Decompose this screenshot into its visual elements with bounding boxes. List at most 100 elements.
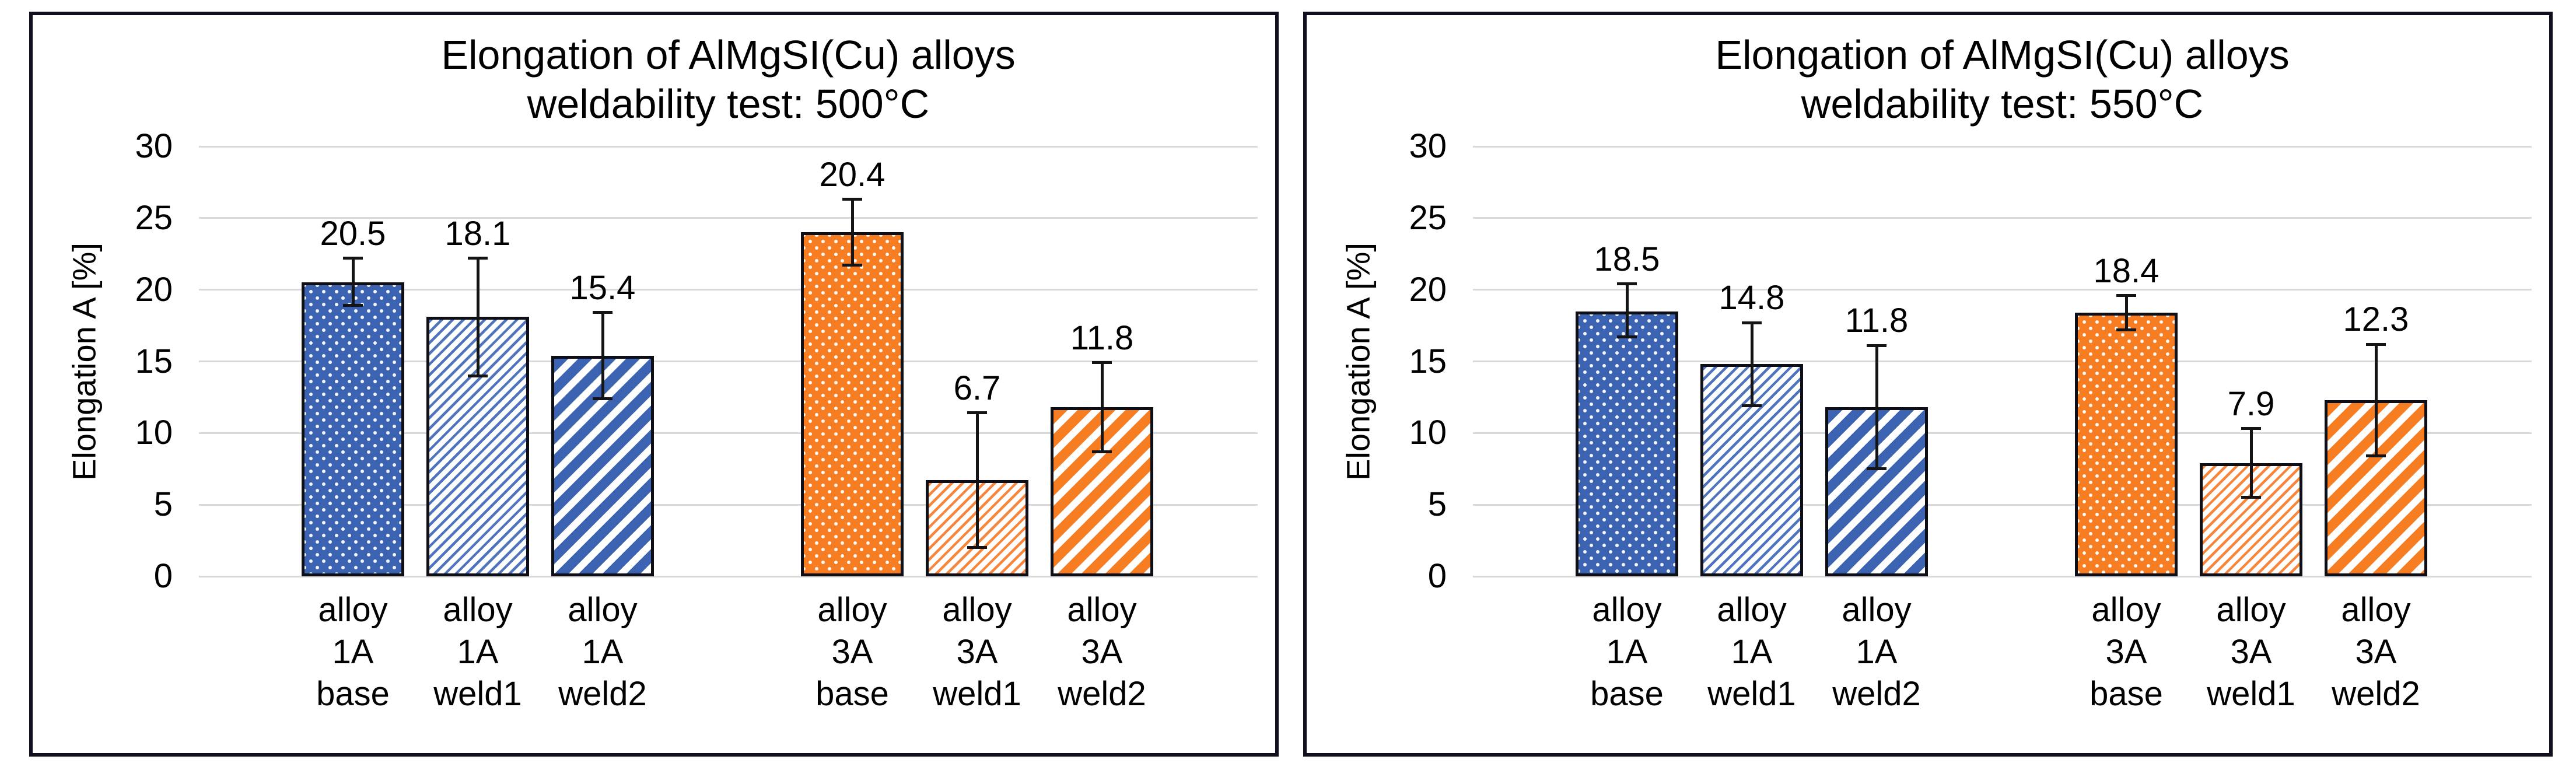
- y-tick-label: 10: [1409, 414, 1447, 452]
- x-tick-label-line: 1A: [1606, 633, 1648, 671]
- x-tick-label-line: alloy: [1067, 591, 1137, 629]
- chart-panel: Elongation of AlMgSI(Cu) alloys weldabili…: [1303, 12, 2553, 757]
- x-tick-label-line: weld2: [1058, 675, 1146, 713]
- error-bar-line: [476, 258, 480, 376]
- x-tick-label-line: alloy: [2216, 591, 2286, 629]
- chart-panel: Elongation of AlMgSI(Cu) alloys weldabili…: [29, 12, 1279, 757]
- gridline: [199, 289, 1258, 291]
- error-bar-cap-top: [1617, 282, 1637, 286]
- error-bar-cap-top: [468, 257, 488, 260]
- x-tick-label: alloy 1A base: [1510, 589, 1744, 715]
- error-bar-cap-top: [593, 311, 612, 314]
- plot-area: 18.5 14.8 11.8 18.4 7.9 12.3: [1473, 145, 2532, 578]
- y-tick-label: 25: [135, 198, 173, 237]
- error-bar-line: [850, 199, 854, 265]
- x-tick-label-line: 1A: [457, 633, 499, 671]
- error-bar-line: [1625, 284, 1629, 337]
- x-tick-label: alloy 1A base: [236, 589, 470, 715]
- bar: [1051, 407, 1153, 576]
- value-label: 15.4: [569, 268, 636, 307]
- error-bar-line: [351, 258, 355, 306]
- x-tick-label-line: alloy: [1717, 591, 1787, 629]
- x-tick-label-line: weld1: [933, 675, 1021, 713]
- gridline: [1473, 360, 2532, 362]
- x-tick-label-line: alloy: [942, 591, 1012, 629]
- value-label: 11.8: [1845, 302, 1909, 340]
- y-tick-label: 20: [135, 270, 173, 309]
- value-label: 18.1: [444, 214, 511, 253]
- bar: [302, 282, 404, 576]
- x-tick-label: alloy 1A weld2: [486, 589, 719, 715]
- error-bar-cap-bottom: [1742, 404, 1762, 408]
- x-tick-label-line: alloy: [817, 591, 887, 629]
- error-bar-cap-bottom: [343, 304, 363, 307]
- x-tick-label-line: alloy: [1592, 591, 1662, 629]
- gridline: [1473, 217, 2532, 219]
- chart-title-line1: Elongation of AlMgSI(Cu) alloys: [1715, 32, 2290, 78]
- x-tick-label-line: 1A: [1731, 633, 1773, 671]
- bar: [2075, 312, 2178, 576]
- x-tick-label-line: 3A: [2105, 633, 2147, 671]
- x-tick-label-line: weld2: [558, 675, 647, 713]
- value-label: 20.5: [320, 214, 386, 253]
- y-tick-label: 0: [153, 557, 173, 595]
- y-tick-label: 15: [1409, 342, 1447, 380]
- x-tick-label-line: 3A: [2355, 633, 2397, 671]
- gridline: [199, 503, 1258, 506]
- error-bar-line: [601, 312, 604, 399]
- error-bar-cap-bottom: [1867, 467, 1887, 471]
- error-bar-cap-top: [2241, 427, 2261, 430]
- error-bar-cap-top: [1092, 361, 1112, 365]
- error-bar-cap-bottom: [842, 264, 862, 267]
- x-tick-label-line: alloy: [318, 591, 388, 629]
- error-bar-cap-top: [1867, 344, 1887, 347]
- error-bar-cap-top: [2366, 342, 2386, 346]
- x-tick-label-line: alloy: [2091, 591, 2161, 629]
- error-bar-cap-bottom: [1617, 335, 1637, 339]
- gridline: [1473, 289, 2532, 291]
- gridline: [1473, 432, 2532, 434]
- chart-title-line2: weldability test: 500°C: [527, 81, 930, 127]
- bar: [1576, 311, 1678, 576]
- error-bar-cap-top: [1742, 321, 1762, 324]
- error-bar-line: [1875, 345, 1878, 469]
- x-tick-label-line: weld1: [1707, 675, 1796, 713]
- error-bar-cap-bottom: [468, 374, 488, 377]
- error-bar-cap-top: [343, 257, 363, 260]
- x-tick-label: alloy 3A base: [2010, 589, 2243, 715]
- y-tick-label: 0: [1427, 557, 1447, 595]
- x-tick-label: alloy 3A weld2: [2259, 589, 2493, 715]
- bar: [801, 232, 904, 576]
- value-label: 20.4: [819, 155, 886, 194]
- x-tick-label-line: alloy: [568, 591, 638, 629]
- gridline: [199, 145, 1258, 148]
- error-bar-cap-bottom: [593, 397, 612, 400]
- y-tick-label: 10: [135, 414, 173, 452]
- x-tick-label: alloy 1A weld2: [1760, 589, 1993, 715]
- value-label: 14.8: [1718, 279, 1785, 317]
- error-bar-cap-top: [2116, 294, 2136, 297]
- chart-title: Elongation of AlMgSI(Cu) alloys weldabili…: [1473, 30, 2532, 128]
- y-tick-label: 15: [135, 342, 173, 380]
- error-bar-cap-bottom: [967, 546, 987, 550]
- value-label: 18.5: [1594, 240, 1660, 278]
- error-bar-cap-bottom: [1092, 450, 1112, 453]
- value-label: 11.8: [1070, 318, 1134, 357]
- x-tick-label-line: weld2: [2332, 675, 2420, 713]
- x-tick-label-line: base: [2090, 675, 2163, 713]
- error-bar-cap-bottom: [2116, 328, 2136, 331]
- chart-title-line2: weldability test: 550°C: [1801, 81, 2204, 127]
- value-label: 12.3: [2343, 300, 2409, 339]
- y-tick-label: 20: [1409, 270, 1447, 309]
- x-tick-label-line: 3A: [956, 633, 998, 671]
- x-tick-label-line: 3A: [1081, 633, 1123, 671]
- x-tick-label-line: base: [816, 675, 889, 713]
- error-bar-cap-top: [842, 198, 862, 201]
- gridline: [199, 432, 1258, 434]
- error-bar-cap-top: [967, 411, 987, 415]
- x-tick-label: alloy 3A weld2: [985, 589, 1219, 715]
- x-tick-label: alloy 1A weld1: [361, 589, 594, 715]
- x-tick-label-line: base: [316, 675, 390, 713]
- x-tick-label-line: alloy: [1842, 591, 1912, 629]
